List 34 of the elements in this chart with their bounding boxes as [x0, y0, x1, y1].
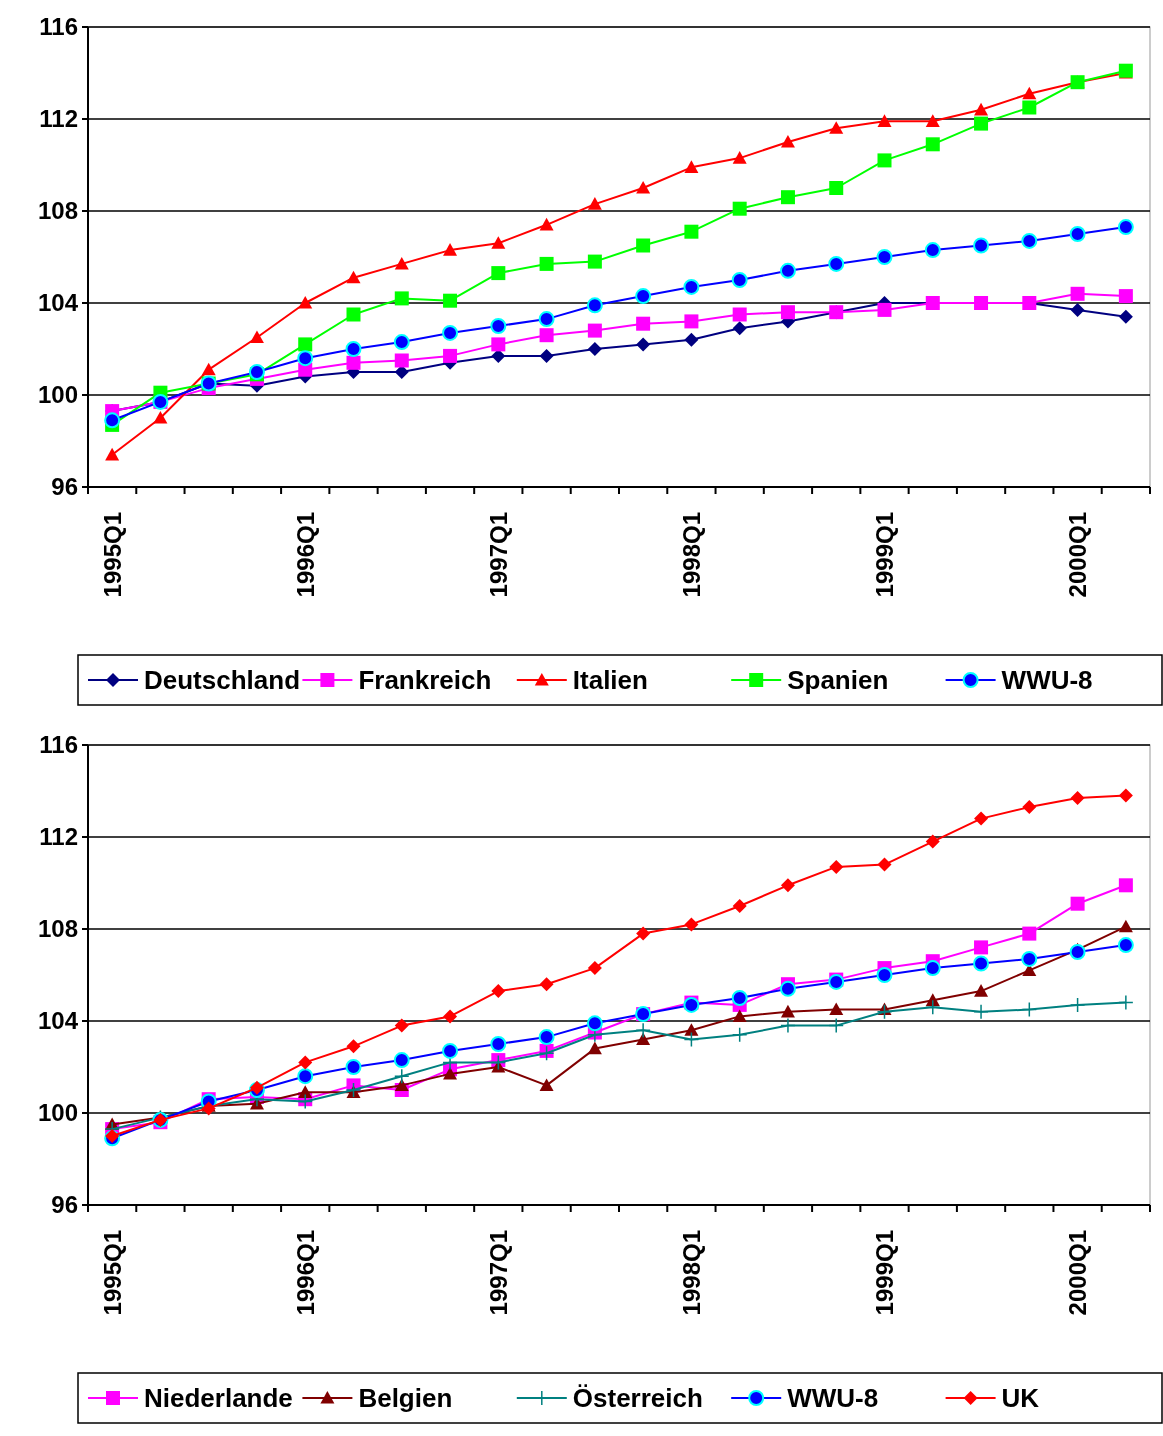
y-tick-label: 116: [39, 13, 78, 41]
x-tick-label: 2000Q1: [1063, 1230, 1091, 1316]
legend-label: Belgien: [358, 1383, 453, 1414]
legend-label: Niederlande: [144, 1383, 293, 1414]
x-tick-label: 1996Q1: [291, 1230, 319, 1316]
legend-label: Spanien: [787, 665, 889, 696]
legend-label: Deutschland: [144, 665, 301, 696]
x-tick-label: 1999Q1: [870, 1230, 898, 1316]
x-tick-label: 2000Q1: [1063, 512, 1091, 598]
y-tick-label: 100: [37, 381, 78, 409]
y-tick-label: 112: [39, 823, 78, 851]
x-tick-label: 1997Q1: [484, 1230, 512, 1316]
x-tick-label: 1995Q1: [98, 1230, 126, 1316]
x-tick-label: 1998Q1: [677, 512, 705, 598]
y-tick-label: 100: [37, 1099, 78, 1127]
x-tick-label: 1995Q1: [98, 512, 126, 598]
y-tick-label: 116: [39, 731, 78, 759]
y-tick-label: 96: [51, 473, 78, 501]
x-tick-label: 1996Q1: [291, 512, 319, 598]
legend-label: WWU-8: [1001, 665, 1093, 696]
legend-label: Österreich: [572, 1383, 703, 1414]
y-tick-label: 104: [37, 289, 79, 317]
y-tick-label: 104: [37, 1007, 79, 1035]
legend-label: WWU-8: [787, 1383, 879, 1414]
y-tick-label: 112: [39, 105, 78, 133]
legend-label: Italien: [572, 665, 648, 696]
y-tick-label: 96: [51, 1191, 78, 1219]
y-tick-label: 108: [37, 197, 78, 225]
x-tick-label: 1998Q1: [677, 1230, 705, 1316]
x-tick-label: 1999Q1: [870, 512, 898, 598]
legend-label: UK: [1001, 1383, 1040, 1414]
x-tick-label: 1997Q1: [484, 512, 512, 598]
y-tick-label: 108: [37, 915, 78, 943]
legend-label: Frankreich: [358, 665, 492, 696]
